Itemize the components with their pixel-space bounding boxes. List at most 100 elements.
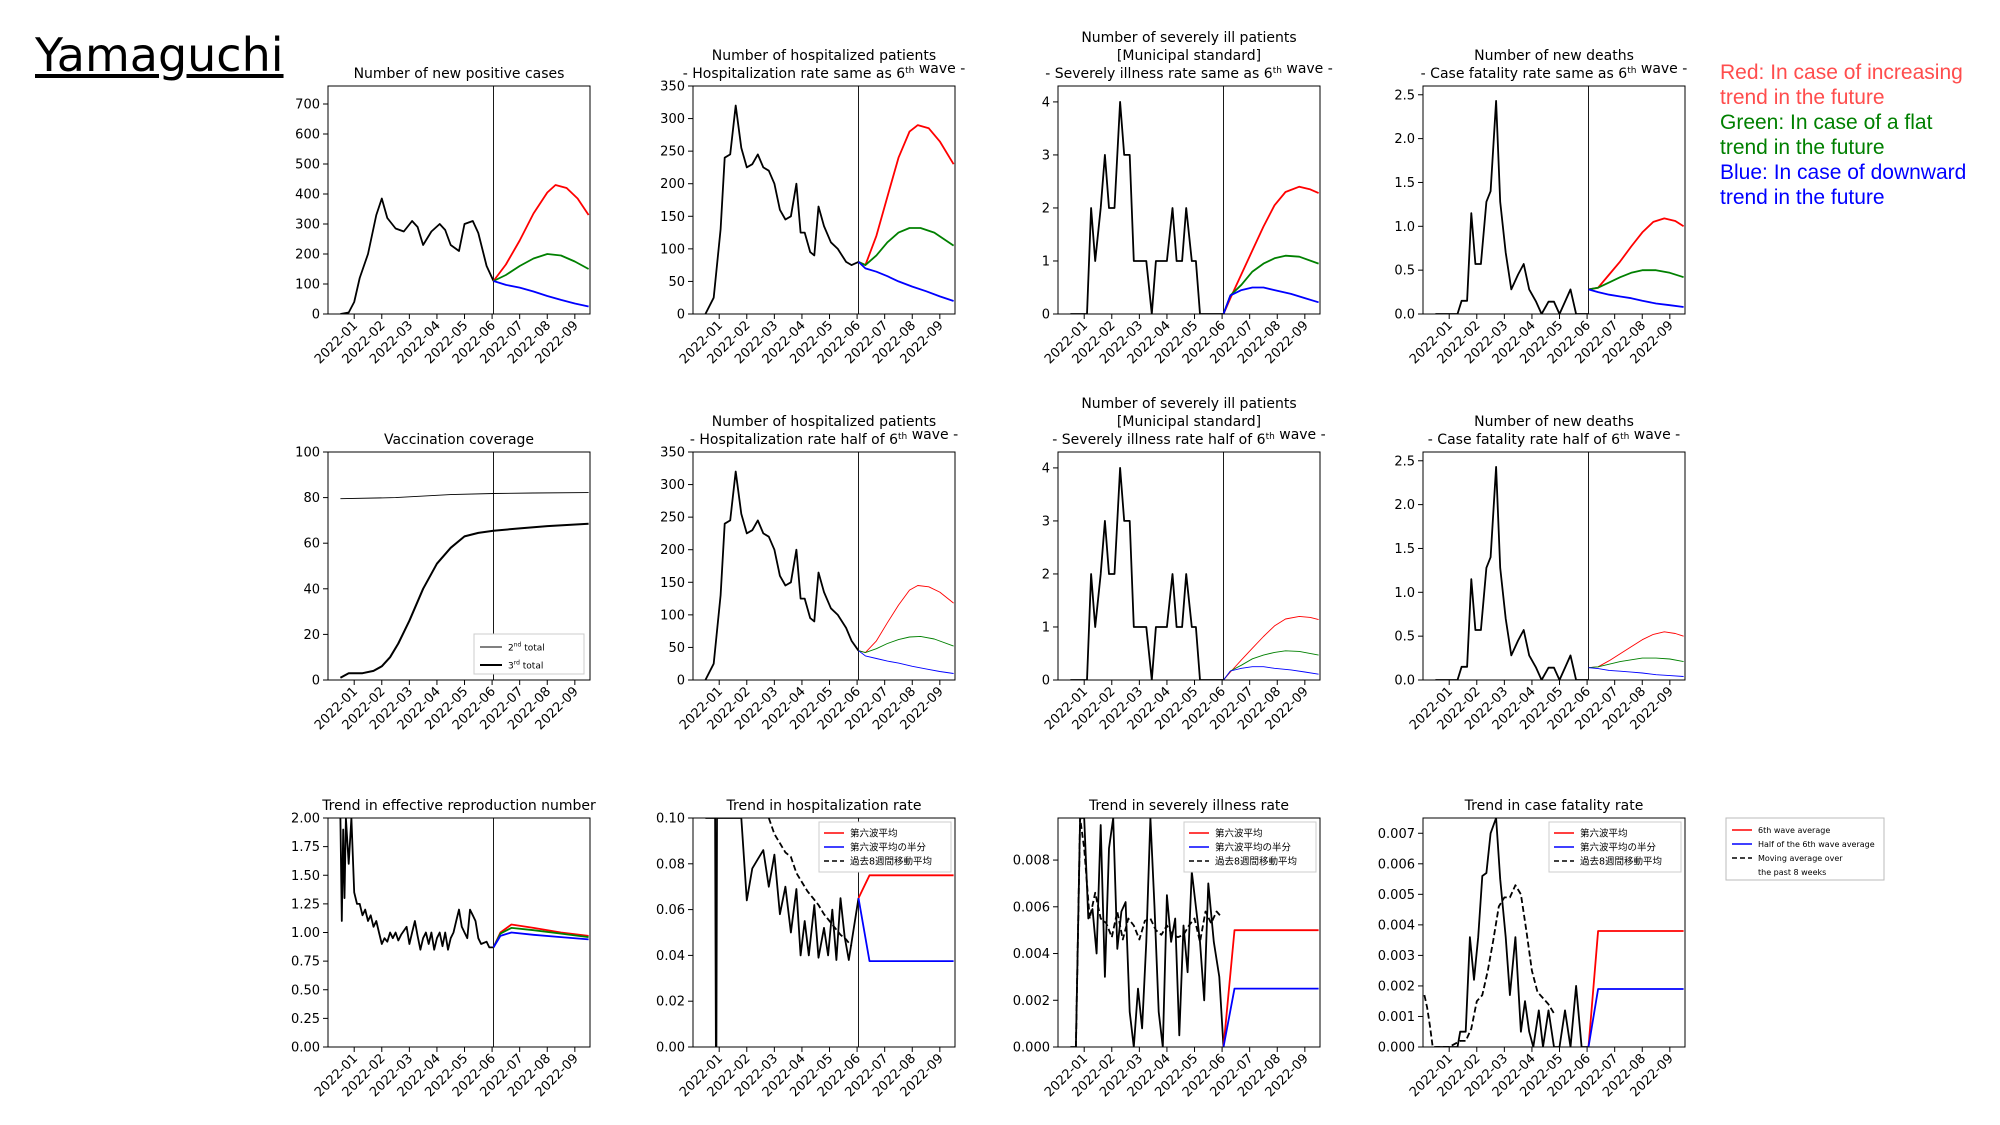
legend-frame	[473, 633, 585, 675]
y-tick-label: 1.75	[291, 840, 320, 855]
y-tick-label: 50	[668, 641, 685, 656]
y-tick-label: 0.02	[656, 995, 685, 1010]
y-tick-label: 0.006	[1013, 900, 1050, 915]
chart-hospitalized-half-6th-wave: Number of hospitalized patients- Hospita…	[660, 414, 958, 733]
chart-title: Number of hospitalized patients	[712, 48, 936, 64]
y-tick-label: 350	[660, 80, 685, 95]
series-black	[1070, 101, 1224, 314]
series-red	[1223, 615, 1319, 680]
chart-title: Number of new positive cases	[354, 66, 565, 82]
series-blue	[1588, 667, 1684, 677]
series-blue	[857, 261, 954, 302]
y-tick-label: 100	[660, 608, 685, 623]
scenario-legend-line: Red: In case of increasing	[1720, 61, 1963, 84]
series-blue	[492, 931, 589, 948]
chart-title: - Severely illness rate half of 6th wave…	[1052, 427, 1325, 448]
y-tick-label: 2.5	[1394, 454, 1415, 469]
y-tick-label: 50	[668, 275, 685, 290]
y-tick-label: 0.50	[291, 983, 320, 998]
legend-frame	[1725, 817, 1885, 881]
chart-hospitalized-6th-wave: Number of hospitalized patients- Hospita…	[660, 48, 965, 367]
y-tick-label: 60	[303, 537, 320, 552]
y-tick-label: 4	[1042, 461, 1050, 476]
y-tick-label: 3	[1042, 148, 1050, 163]
y-tick-label: 250	[660, 145, 685, 160]
series-red	[1222, 185, 1319, 314]
y-tick-label: 0.06	[656, 903, 685, 918]
y-tick-label: 1	[1042, 254, 1050, 269]
y-tick-label: 100	[660, 242, 685, 257]
chart-title: [Municipal standard]	[1117, 48, 1261, 64]
legend-label: the past 8 weeks	[1758, 868, 1826, 877]
y-tick-label: 1.5	[1394, 542, 1415, 557]
y-tick-label: 3	[1042, 514, 1050, 529]
chart-title: Trend in effective reproduction number	[321, 798, 596, 814]
y-tick-label: 0.5	[1394, 630, 1415, 645]
legend-label: 第六波平均	[1580, 828, 1628, 840]
y-tick-label: 0	[677, 308, 685, 323]
y-tick-label: 0.004	[1013, 947, 1050, 962]
y-tick-label: 100	[295, 278, 320, 293]
plot-frame	[1057, 451, 1321, 681]
scenario-legend-line: trend in the future	[1720, 86, 1885, 109]
chart-severely-illness-rate: Trend in severely illness rate 0.000 0.002…	[1013, 798, 1321, 1100]
chart-title: Number of severely ill patients	[1081, 30, 1296, 46]
series-black	[704, 104, 859, 314]
chart-severely-ill-6th-wave: Number of severely ill patients [Municipa…	[1042, 30, 1333, 367]
chart-title: - Case fatality rate same as 6th wave -	[1421, 61, 1688, 82]
plot-frame	[1057, 817, 1321, 1048]
chart-title: - Hospitalization rate same as 6th wave …	[683, 61, 966, 82]
plot-frame	[1422, 85, 1686, 315]
y-tick-label: 0	[1042, 308, 1050, 323]
y-tick-label: 0.5	[1394, 264, 1415, 279]
legend-label: 過去8週間移動平均	[1580, 856, 1662, 868]
chart-title: Number of severely ill patients	[1081, 396, 1296, 412]
y-tick-label: 2	[1042, 201, 1050, 216]
y-tick-label: 0.002	[1013, 994, 1050, 1009]
y-tick-label: 0.00	[291, 1041, 320, 1056]
y-tick-label: 0.000	[1378, 1041, 1415, 1056]
series-black	[1435, 818, 1589, 1047]
y-tick-label: 150	[660, 576, 685, 591]
y-tick-label: 400	[295, 188, 320, 203]
y-tick-label: 300	[660, 478, 685, 493]
y-tick-label: 1.50	[291, 869, 320, 884]
y-tick-label: 2	[1042, 567, 1050, 582]
scenario-legend-line: Blue: In case of downward	[1720, 161, 1967, 184]
y-tick-label: 0.75	[291, 955, 320, 970]
y-tick-label: 0.006	[1378, 857, 1415, 872]
chart-title: Number of new deaths	[1474, 48, 1634, 64]
chart-case-fatality-rate: Trend in case fatality rate 0.000 0.001 0.0…	[1378, 798, 1686, 1100]
series-blue	[1223, 666, 1319, 680]
y-tick-label: 0	[677, 674, 685, 689]
y-tick-label: 0.0	[1394, 308, 1415, 323]
y-tick-label: 1.0	[1394, 220, 1415, 235]
y-tick-label: 200	[660, 543, 685, 558]
side-legend: 6th wave average Half of the 6th wave ave…	[1725, 817, 1885, 881]
chart-title: - Hospitalization rate half of 6th wave …	[690, 427, 958, 448]
chart-title: Trend in case fatality rate	[1464, 798, 1644, 814]
plot-frame	[327, 451, 591, 681]
y-tick-label: 200	[295, 248, 320, 263]
y-tick-label: 0.00	[656, 1041, 685, 1056]
y-tick-label: 1.00	[291, 926, 320, 941]
chart-legend: 2nd total 3rd total	[473, 633, 585, 675]
y-tick-label: 0	[312, 308, 320, 323]
series-black	[340, 492, 589, 500]
series-blue	[1222, 987, 1319, 1047]
series-black	[1435, 100, 1589, 314]
scenario-legend: Red: In case of increasing trend in the …	[1720, 60, 1966, 210]
plot-frame	[692, 451, 956, 681]
y-tick-label: 2.5	[1394, 88, 1415, 103]
y-tick-label: 0	[312, 674, 320, 689]
y-tick-label: 0.002	[1378, 979, 1415, 994]
legend-label: 3rd total	[508, 660, 543, 672]
chart-title: Vaccination coverage	[384, 432, 534, 448]
series-black	[1435, 466, 1589, 680]
y-tick-label: 0.004	[1378, 918, 1415, 933]
y-tick-label: 0.08	[656, 857, 685, 872]
legend-label: Half of the 6th wave average	[1758, 840, 1875, 849]
legend-label: Moving average over	[1758, 854, 1843, 863]
series-green	[1588, 657, 1684, 669]
